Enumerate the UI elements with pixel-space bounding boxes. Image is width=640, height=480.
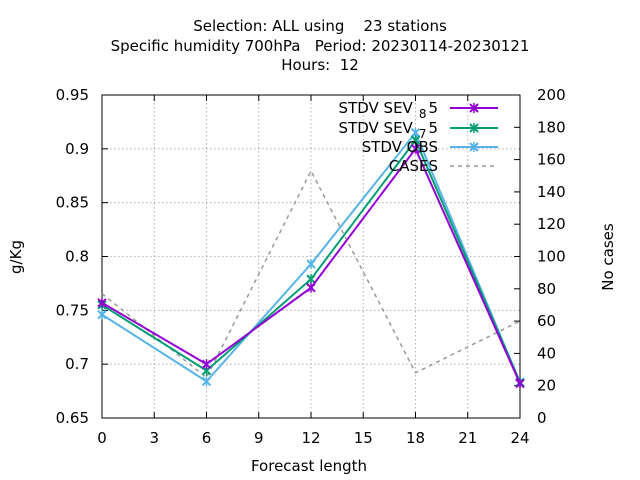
y2-tick-label: 200 [537, 86, 566, 104]
data-point [306, 274, 316, 285]
legend-entry: STDV SEV 7 5 [339, 119, 498, 141]
y2-tick-label: 80 [537, 280, 556, 298]
y2-tick-label: 40 [537, 344, 556, 362]
x-axis-label: Forecast length [251, 457, 367, 475]
y-tick-label: 0.85 [56, 194, 89, 212]
chart-title-line-3: Hours: 12 [281, 56, 359, 74]
x-tick-label: 3 [149, 429, 159, 447]
y2-tick-label: 180 [537, 118, 566, 136]
y-tick-label: 0.65 [56, 409, 89, 427]
series-lines [97, 127, 525, 389]
data-point [410, 143, 421, 154]
data-point [97, 309, 107, 320]
y2-tick-label: 120 [537, 215, 566, 233]
x-tick-label: 0 [97, 429, 107, 447]
data-point [306, 259, 316, 270]
legend-entry: CASES [389, 157, 498, 175]
y-tick-label: 0.7 [65, 355, 89, 373]
axes: 0 3 6 9 12 15 18 21 24 0.65 0.7 0.75 0.8 0.85 0.9 0.95 0… [56, 86, 566, 447]
x-tick-label: 15 [354, 429, 373, 447]
y-tick-label: 0.95 [56, 86, 89, 104]
grid [102, 95, 520, 418]
y2-tick-label: 140 [537, 183, 566, 201]
data-point [201, 359, 212, 370]
x-tick-label: 12 [301, 429, 320, 447]
y2-tick-label: 20 [537, 377, 556, 395]
y2-tick-label: 0 [537, 409, 547, 427]
x-tick-label: 24 [510, 429, 529, 447]
y2-tick-label: 100 [537, 248, 566, 266]
y2-tick-label: 60 [537, 312, 556, 330]
x-tick-label: 18 [406, 429, 425, 447]
chart-title-line-1: Selection: ALL using 23 stations [193, 17, 447, 35]
legend-label: STDV SEV 7 5 [339, 119, 438, 141]
x-tick-label: 21 [458, 429, 477, 447]
legend-label: CASES [389, 157, 438, 175]
legend-label: STDV SEV 8 5 [339, 99, 438, 121]
data-point [306, 282, 316, 293]
y2-axis-label: No cases [599, 223, 617, 291]
legend-entry: STDV OBS [362, 138, 498, 156]
y-axis-label: g/Kg [7, 240, 25, 274]
data-point [515, 378, 525, 389]
data-point [97, 297, 107, 308]
chart-title-line-2: Specific humidity 700hPa Period: 2023011… [110, 37, 530, 55]
y-tick-label: 0.75 [56, 301, 89, 319]
legend-entry: STDV SEV 8 5 [339, 99, 498, 121]
x-tick-label: 9 [254, 429, 264, 447]
y-tick-label: 0.9 [65, 140, 89, 158]
y2-tick-label: 160 [537, 151, 566, 169]
data-point [410, 135, 421, 146]
y-tick-label: 0.8 [65, 248, 89, 266]
x-tick-label: 6 [202, 429, 212, 447]
legend-label: STDV OBS [362, 138, 438, 156]
data-point [201, 376, 212, 387]
